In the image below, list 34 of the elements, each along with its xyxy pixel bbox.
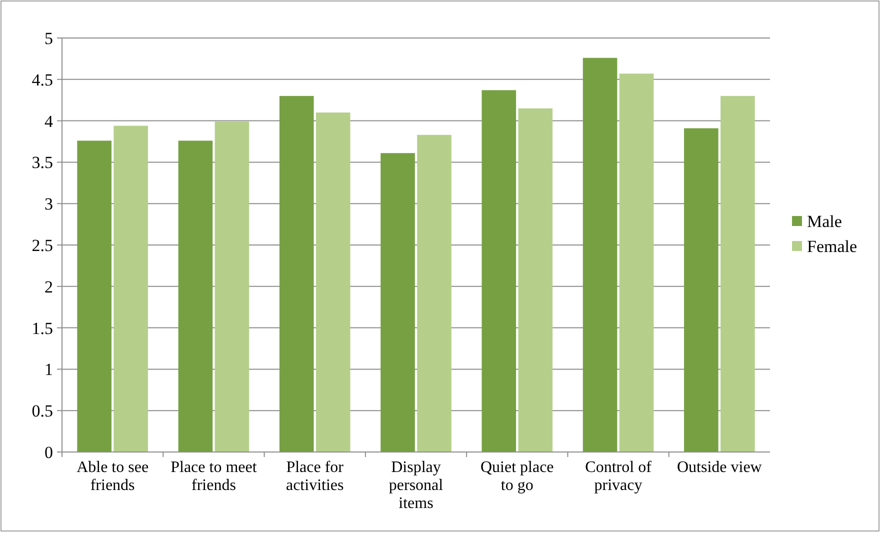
x-tick-label: Place for activities <box>286 459 344 494</box>
y-tick-label: 4 <box>44 112 54 131</box>
y-tick-label: 3 <box>44 194 53 214</box>
x-tick-label: Outside view <box>676 459 762 476</box>
bar <box>178 140 213 452</box>
y-tick-label: 1 <box>44 360 53 380</box>
x-tick-label: Place to meet friends <box>170 459 258 494</box>
x-tick-label: Display personal items <box>388 459 444 512</box>
bar <box>279 96 314 452</box>
legend-label: Female <box>807 236 858 256</box>
legend-label: Male <box>807 212 842 231</box>
y-tick-label: 2.5 <box>32 236 53 255</box>
bar <box>417 134 452 452</box>
bar <box>214 122 250 452</box>
y-tick-label: 0 <box>44 442 53 462</box>
x-tick-label: Control of privacy <box>585 459 652 494</box>
bar <box>619 74 654 452</box>
y-tick-label: 4.5 <box>32 70 53 90</box>
bar <box>684 128 718 452</box>
y-tick-label: 2 <box>44 277 53 296</box>
bar <box>316 112 350 452</box>
bar <box>380 153 415 452</box>
y-tick-label: 5 <box>44 28 53 48</box>
y-tick-label: 0.5 <box>32 402 53 421</box>
bar <box>77 140 112 452</box>
bar <box>482 90 516 452</box>
x-tick-label: Able to see friends <box>76 459 149 494</box>
y-tick-label: 1.5 <box>32 318 53 338</box>
y-tick-label: 3.5 <box>32 153 53 172</box>
bar <box>114 126 148 452</box>
bar <box>518 108 553 452</box>
x-tick-label: Quiet place to go <box>480 459 554 494</box>
bar <box>720 96 755 452</box>
bar <box>582 58 618 452</box>
